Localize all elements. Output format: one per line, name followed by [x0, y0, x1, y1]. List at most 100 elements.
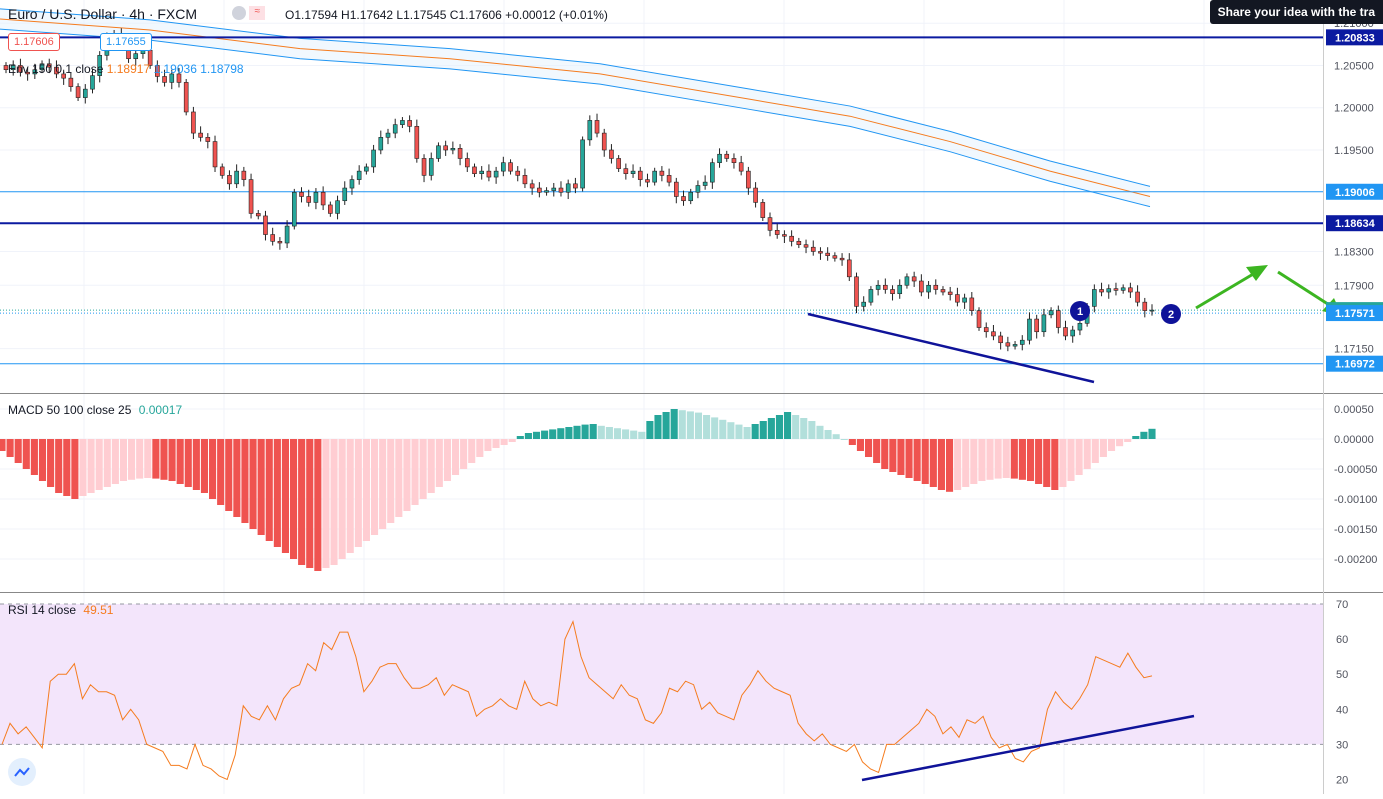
candle-body [97, 55, 102, 76]
candle-body [219, 166, 225, 176]
candle-body [1092, 289, 1097, 307]
macd-bar [119, 439, 128, 481]
candle-body [1077, 322, 1083, 331]
candle-body [10, 65, 16, 71]
macd-bar [662, 412, 670, 439]
rsi-axis-tick: 70 [1336, 599, 1348, 611]
candle-body [991, 331, 996, 337]
candle-body [818, 251, 823, 254]
macd-bar [30, 439, 38, 475]
macd-bar [824, 430, 832, 439]
tradingview-logo[interactable] [8, 758, 36, 786]
macd-bar [1035, 439, 1043, 484]
candle-body [472, 166, 477, 174]
macd-bar [338, 439, 346, 559]
macd-bar [209, 439, 217, 499]
macd-bar [937, 439, 945, 490]
candle-body [234, 170, 239, 185]
macd-bar [379, 439, 387, 529]
macd-bar [1018, 439, 1026, 480]
macd-bar [435, 439, 443, 487]
macd-axis-tick: -0.00100 [1334, 494, 1377, 506]
price-label-bg [1326, 355, 1383, 372]
macd-bar [1075, 439, 1083, 475]
macd-bar [144, 439, 152, 478]
candle-body [1099, 289, 1104, 293]
candle-body [356, 170, 362, 180]
candle-body [342, 187, 348, 202]
candle-body [205, 137, 211, 142]
macd-bar [986, 439, 994, 480]
macd-bar [387, 439, 395, 523]
candle-body [890, 289, 895, 295]
macd-bar [419, 439, 427, 499]
candle-body [155, 65, 160, 77]
candle-body [832, 255, 838, 259]
candle-body [976, 310, 982, 328]
macd-bar [1116, 439, 1124, 447]
macd-bar [865, 439, 873, 457]
rsi-label: RSI 14 close [8, 603, 77, 617]
rsi-axis-tick: 20 [1336, 774, 1348, 786]
macd-bar [1132, 436, 1140, 439]
macd-bar [492, 439, 500, 448]
share-idea-tooltip[interactable]: Share your idea with the tra [1209, 0, 1383, 24]
candle-body [522, 175, 528, 185]
macd-bar [759, 421, 767, 439]
candle-body [1005, 342, 1011, 347]
macd-axis-tick: -0.00150 [1334, 524, 1377, 536]
macd-bar [784, 412, 792, 439]
macd-bar [905, 439, 913, 478]
macd-bar [524, 433, 532, 439]
rsi-axis-tick: 50 [1336, 669, 1348, 681]
compare-toggle[interactable]: ≈ [232, 5, 266, 20]
macd-bar [443, 439, 451, 481]
candle-body [637, 170, 643, 180]
macd-bar [249, 439, 257, 529]
candle-body [212, 141, 218, 168]
macd-bar [1083, 439, 1091, 469]
candle-body [796, 241, 802, 245]
macd-bar [541, 430, 549, 439]
candle-body [198, 132, 203, 138]
macd-bar [945, 439, 954, 492]
candle-body [292, 191, 297, 227]
candle-body [926, 284, 931, 293]
price-label-bg [1326, 29, 1383, 46]
bid-price-pill[interactable]: 1.17606 [8, 33, 60, 51]
price-label: 1.18634 [1335, 218, 1376, 230]
macd-bar [816, 425, 824, 439]
candle-body [587, 120, 593, 141]
price-axis-tick: 1.17900 [1334, 280, 1374, 292]
macd-bar [468, 439, 476, 463]
macd-bar [128, 439, 136, 480]
candle-body [68, 77, 74, 87]
candle-body [3, 65, 9, 71]
candle-body [609, 149, 614, 159]
candle-body [508, 162, 513, 172]
rsi-line [1, 620, 1153, 781]
candle-body [940, 289, 946, 293]
candle-body [1048, 310, 1054, 316]
candle-body [1106, 288, 1112, 293]
candle-body [32, 69, 38, 75]
candle-body [969, 297, 975, 311]
envelope-upper-line [0, 8, 1151, 187]
macd-bar [767, 418, 775, 439]
candle-body [320, 191, 326, 206]
candle-body [1027, 318, 1032, 341]
macd-bar [1148, 428, 1156, 439]
macd-bar [654, 415, 662, 439]
macd-bar [727, 422, 735, 439]
macd-axis-tick: -0.00050 [1334, 464, 1377, 476]
macd-bar [322, 439, 330, 568]
candle-body [493, 170, 499, 178]
ask-price-pill[interactable]: 1.17655 [100, 33, 152, 51]
macd-bar [605, 427, 613, 439]
macd-bar [290, 439, 298, 559]
macd-bar [14, 439, 22, 463]
candle-body [537, 187, 542, 193]
candle-body [392, 124, 398, 134]
rsi-legend: RSI 14 close 49.51 [8, 603, 113, 617]
